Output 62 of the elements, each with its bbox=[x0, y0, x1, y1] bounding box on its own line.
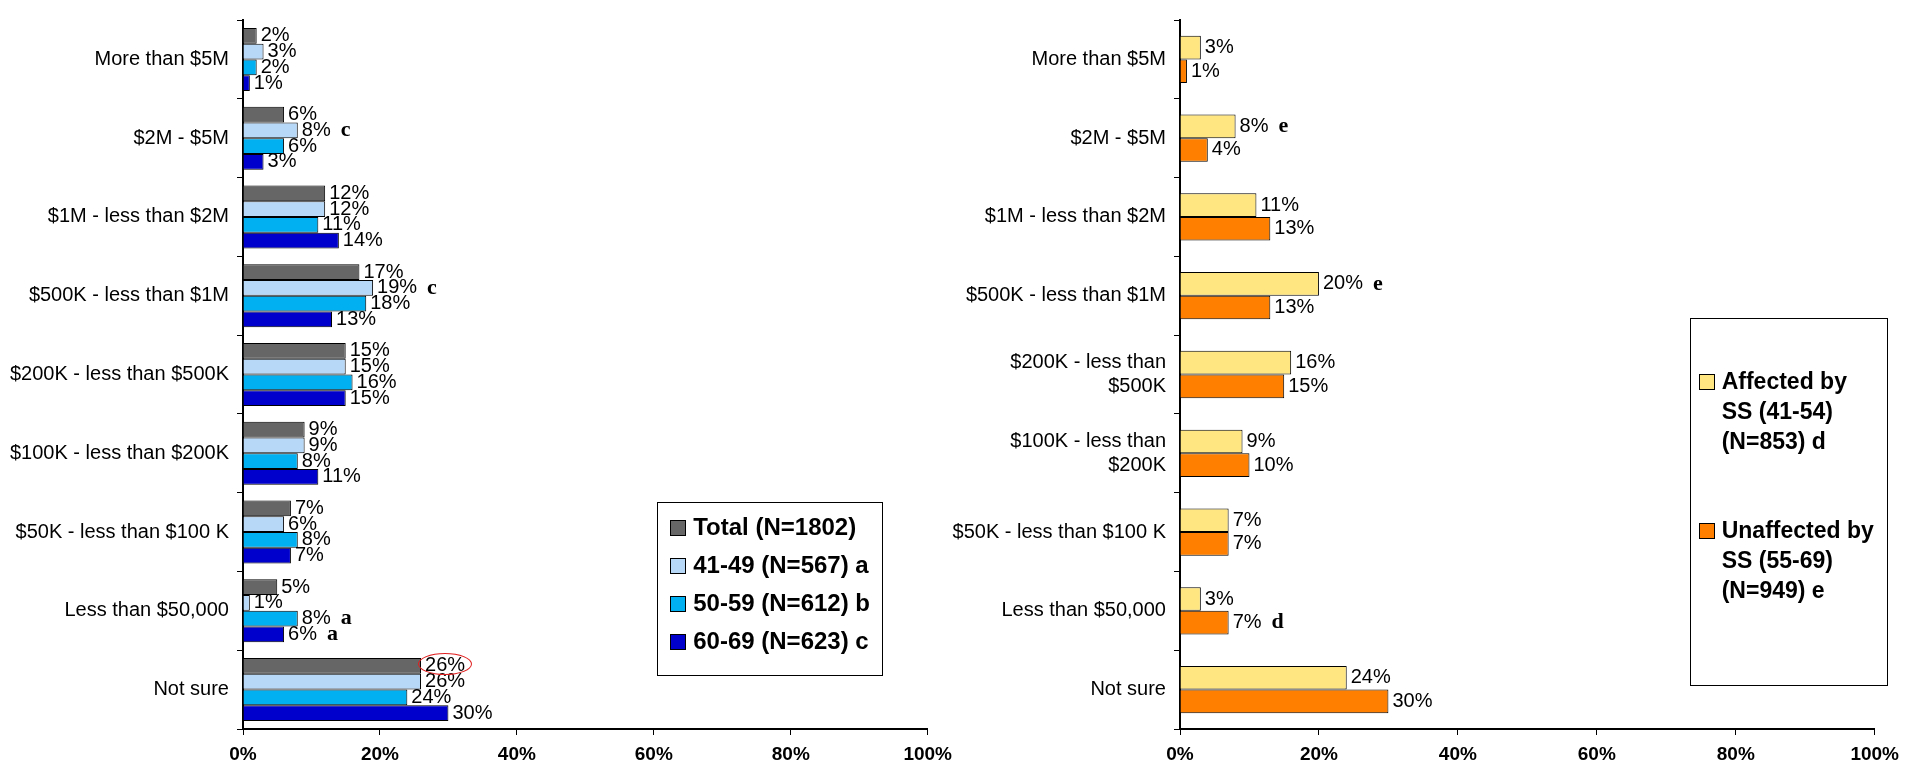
legend-label: Unaffected by SS (55-69) (N=949) e bbox=[1721, 516, 1875, 606]
x-tick-label: 100% bbox=[903, 742, 953, 764]
annotation: c bbox=[340, 115, 351, 141]
data-label: 7% bbox=[1232, 531, 1262, 554]
data-label: 7% bbox=[1232, 610, 1262, 633]
annotation: c bbox=[427, 273, 438, 299]
data-label: 5% bbox=[281, 574, 311, 597]
legend-label: 60-69 (N=623) c bbox=[693, 627, 869, 656]
data-label: 8% bbox=[1239, 113, 1269, 136]
data-label: 30% bbox=[1392, 688, 1433, 711]
y-tick-label: $500K - less than $1M bbox=[28, 283, 229, 306]
x-tick-label: 20% bbox=[1299, 742, 1339, 764]
x-tick-label: 60% bbox=[1577, 742, 1616, 764]
y-tick-label: Not sure bbox=[153, 677, 229, 700]
data-label: 16% bbox=[1295, 350, 1336, 373]
x-tick-label: 40% bbox=[1438, 742, 1477, 764]
data-label: 11% bbox=[1260, 192, 1300, 215]
y-tick-label: $500K - less than $1M bbox=[965, 283, 1166, 306]
legend-label: 41-49 (N=567) a bbox=[693, 551, 869, 580]
annotation: a bbox=[340, 604, 352, 630]
data-label: 7% bbox=[1232, 507, 1262, 530]
data-label: 9% bbox=[1246, 428, 1276, 451]
annotation: d bbox=[1271, 608, 1284, 634]
y-tick-label: More than $5M bbox=[1031, 46, 1166, 69]
y-tick-label: $1M - less than $2M bbox=[47, 204, 229, 227]
data-label: 13% bbox=[1274, 295, 1315, 318]
y-tick-label: $100K - less than $200K bbox=[9, 440, 230, 463]
data-label: 30% bbox=[452, 700, 493, 723]
data-label: 1% bbox=[1190, 58, 1221, 81]
data-label: 10% bbox=[1253, 452, 1294, 475]
data-label: 15% bbox=[1288, 373, 1329, 396]
y-tick-label: $50K - less than $100 K bbox=[952, 519, 1167, 542]
x-tick-label: 0% bbox=[1166, 742, 1194, 764]
y-tick-label: Less than $50,000 bbox=[64, 598, 229, 621]
data-label: 3% bbox=[1204, 586, 1234, 609]
legend-label: Total (N=1802) bbox=[693, 513, 857, 542]
x-tick-label: 20% bbox=[360, 742, 400, 764]
legend-label: 50-59 (N=612) b bbox=[693, 589, 870, 618]
y-tick-label: Not sure bbox=[1090, 677, 1166, 700]
data-label: 4% bbox=[1211, 137, 1241, 160]
x-tick-label: 40% bbox=[497, 742, 536, 764]
data-label: 20% bbox=[1322, 271, 1364, 294]
x-tick-label: 100% bbox=[1850, 742, 1900, 764]
data-label: 24% bbox=[1350, 665, 1391, 688]
x-tick-label: 0% bbox=[229, 742, 257, 764]
y-tick-label: Less than $50,000 bbox=[1001, 598, 1166, 621]
y-tick-label: $200K - less than $500K bbox=[9, 362, 230, 385]
y-tick-label: $100K - less than $200K bbox=[1010, 428, 1167, 475]
annotation: e bbox=[1372, 269, 1383, 295]
y-tick-label: More than $5M bbox=[94, 46, 229, 69]
y-tick-label: $2M - $5M bbox=[133, 125, 229, 148]
legend-label: Affected by SS (41-54) (N=853) d bbox=[1721, 366, 1848, 456]
x-tick-label: 80% bbox=[1716, 742, 1755, 764]
y-tick-label: $50K - less than $100 K bbox=[15, 519, 230, 542]
y-tick-label: $200K - less than $500K bbox=[1010, 350, 1167, 397]
x-tick-label: 80% bbox=[771, 742, 810, 764]
annotation: e bbox=[1278, 112, 1289, 138]
data-label: 13% bbox=[1274, 216, 1315, 239]
data-label: 3% bbox=[1204, 35, 1234, 58]
x-tick-label: 60% bbox=[634, 742, 673, 764]
y-tick-label: $1M - less than $2M bbox=[984, 204, 1166, 227]
y-tick-label: $2M - $5M bbox=[1070, 125, 1166, 148]
